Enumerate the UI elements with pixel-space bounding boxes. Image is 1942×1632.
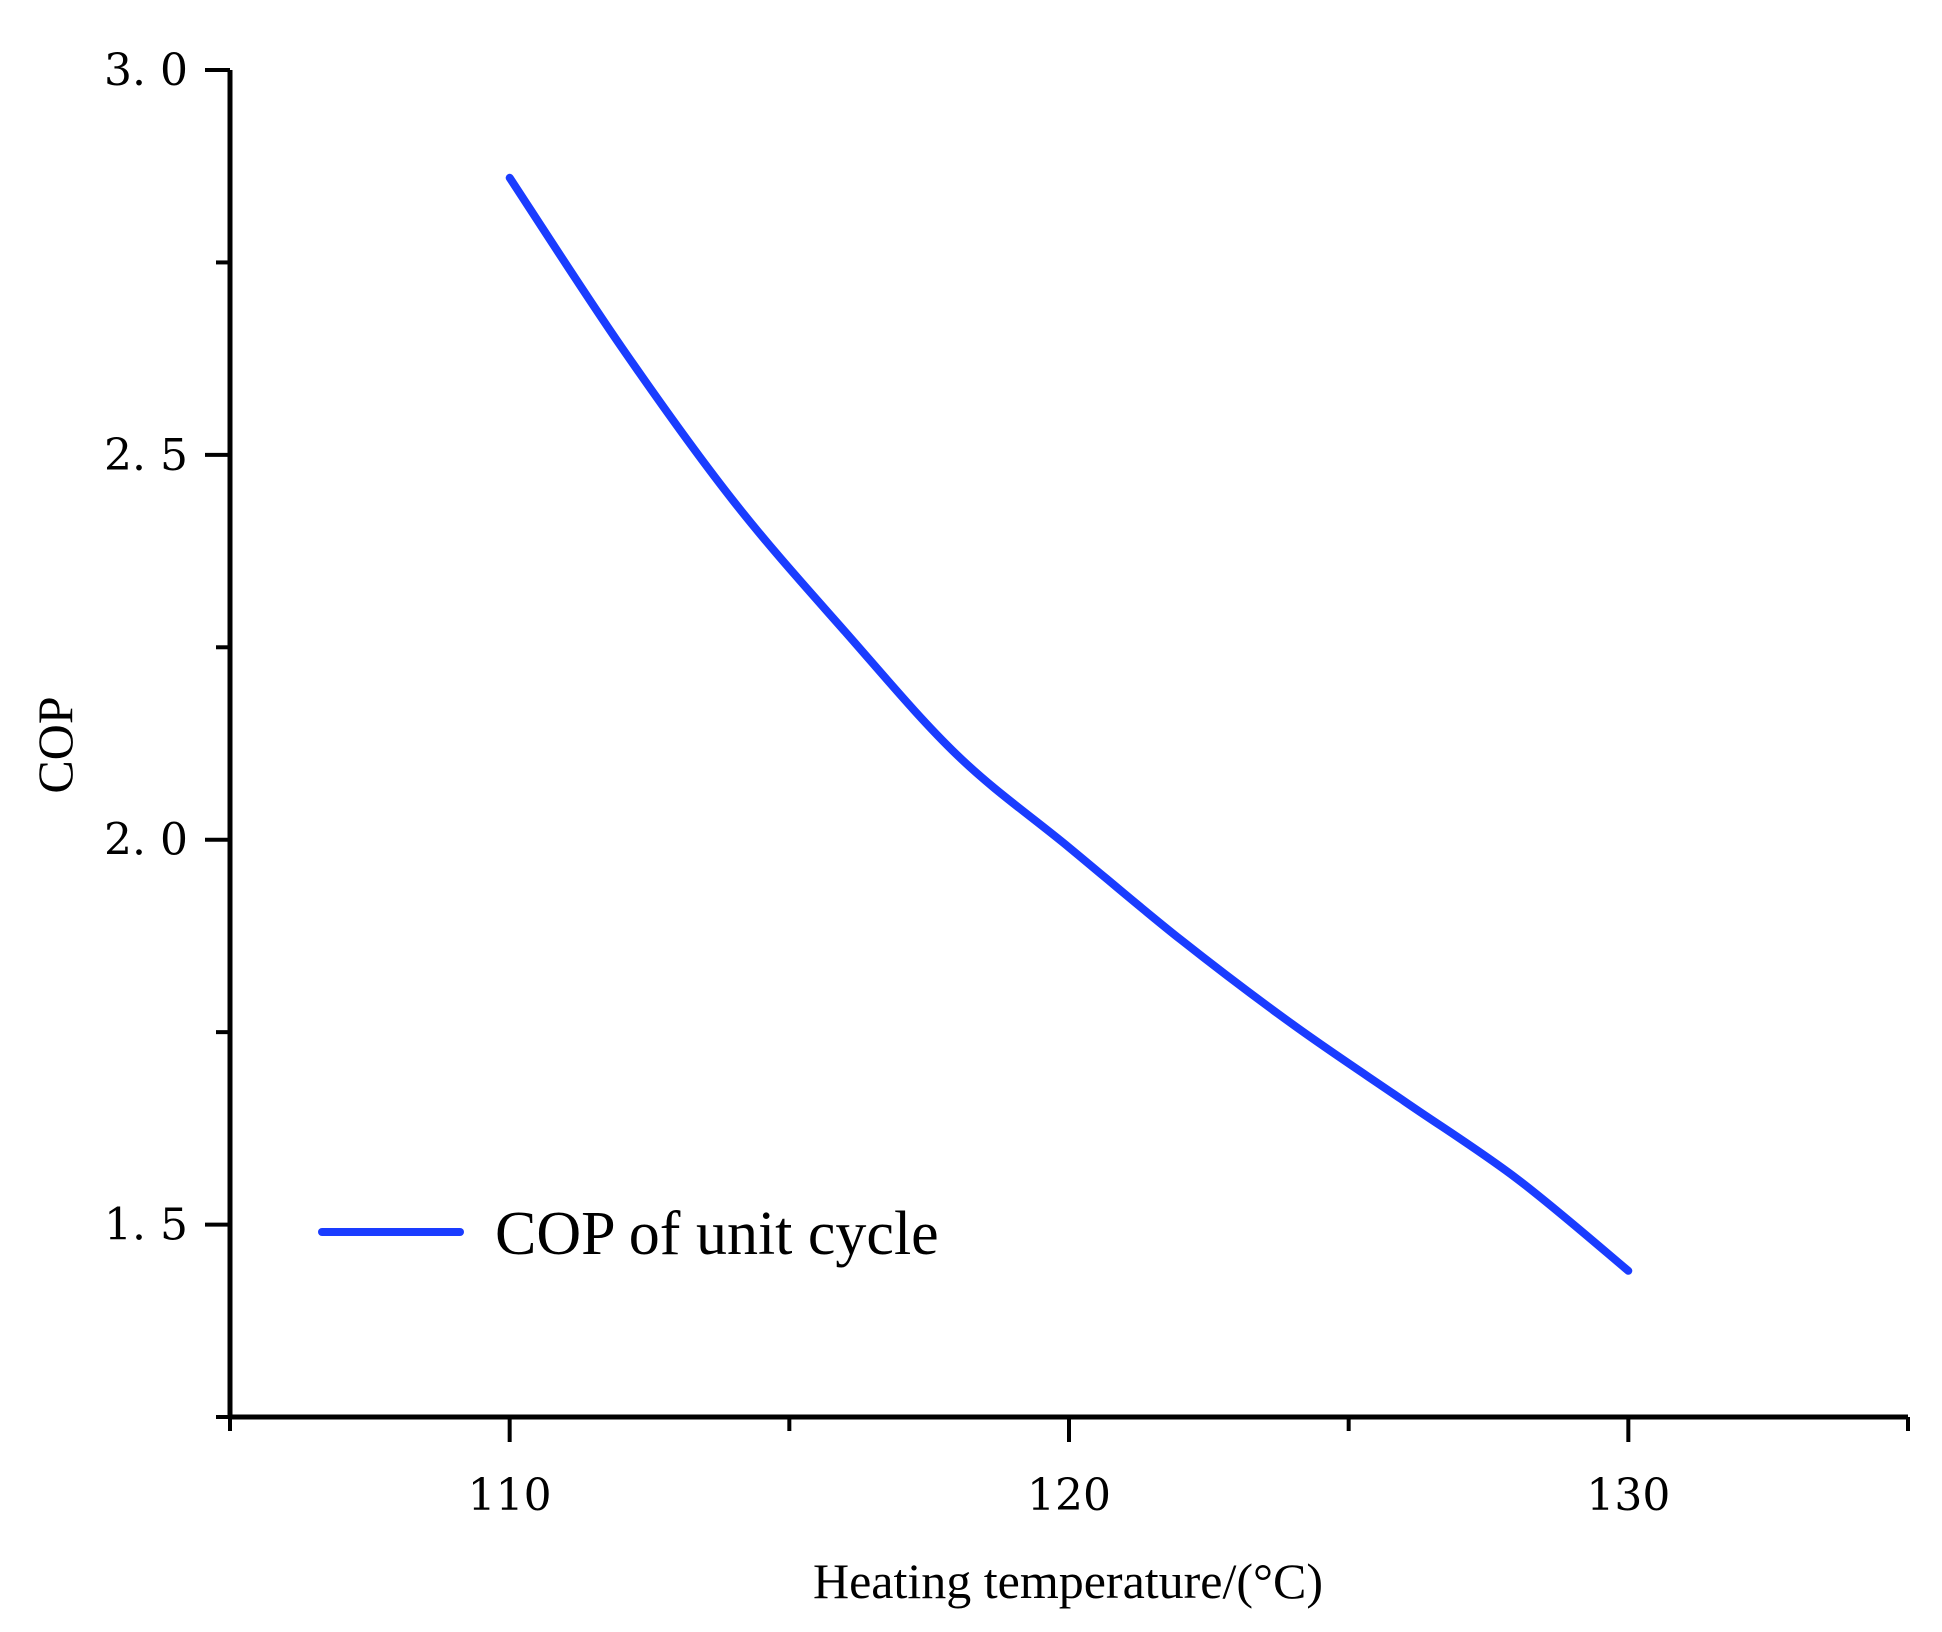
x-tick-label: 110 [468, 1470, 552, 1521]
y-tick-label: 1. 5 [104, 1200, 188, 1251]
y-tick-label: 2. 5 [104, 430, 188, 481]
y-axis-ticks: 1. 5 2. 0 2. 5 3. 0 [104, 45, 230, 1419]
legend-label: COP of unit cycle [495, 1200, 939, 1268]
x-tick-label: 130 [1586, 1470, 1670, 1521]
x-axis-ticks: 110 120 130 [228, 1417, 1910, 1521]
x-axis-title: Heating temperature/(°C) [813, 1553, 1323, 1609]
y-tick-label: 2. 0 [104, 815, 188, 866]
x-tick-label: 120 [1027, 1470, 1111, 1521]
y-axis-title: COP [27, 696, 83, 793]
cop-series-line [505, 173, 1633, 1275]
y-tick-label: 3. 0 [104, 45, 188, 96]
